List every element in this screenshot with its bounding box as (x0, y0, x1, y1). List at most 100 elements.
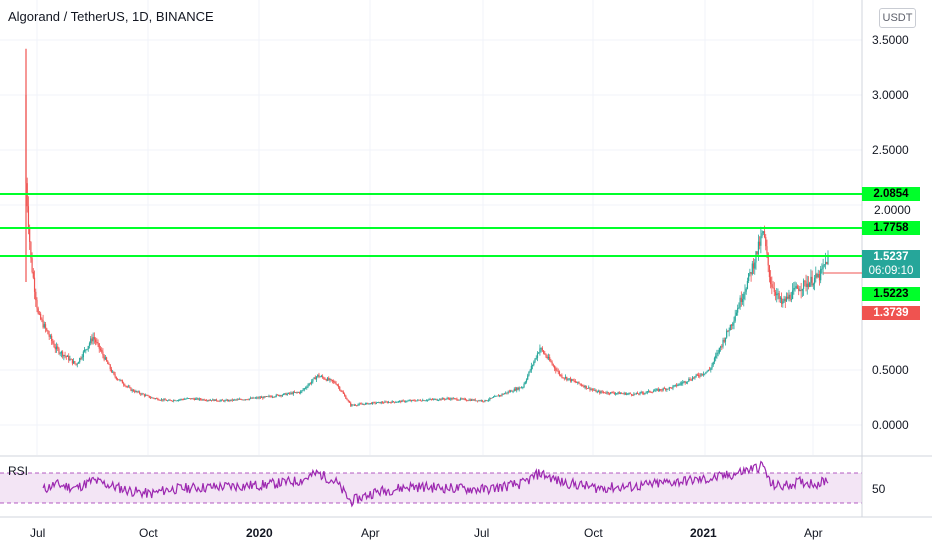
candle-body (81, 357, 83, 359)
candle-body (190, 398, 192, 400)
candle-body (779, 297, 781, 299)
candle-body (251, 397, 253, 399)
candle-body (601, 391, 603, 393)
candle-body (416, 400, 418, 402)
candle-body (270, 396, 272, 398)
candle-body (796, 286, 799, 289)
candle-body (31, 258, 33, 273)
candle-body (673, 385, 675, 387)
currency-badge[interactable]: USDT (879, 8, 916, 28)
candle-body (370, 403, 373, 404)
candle-body (485, 400, 487, 401)
candle-body (812, 283, 814, 286)
candle-body (337, 385, 340, 387)
candle-body (186, 398, 188, 400)
candle-body (53, 343, 55, 348)
candle-body (125, 386, 127, 387)
candle-body (639, 392, 641, 395)
candle-body (483, 401, 485, 403)
candle-body (306, 387, 308, 388)
candle-body (275, 394, 277, 397)
candle-body (477, 400, 479, 402)
candle-body (385, 401, 387, 403)
candle-body (549, 357, 551, 361)
candle-body (431, 399, 434, 401)
rsi-indicator-label[interactable]: RSI (8, 464, 29, 478)
candle-body (785, 296, 788, 302)
candle-body (569, 378, 572, 382)
candle-body (502, 393, 504, 395)
time-axis-label: Apr (804, 526, 823, 540)
candle-body (761, 233, 763, 237)
candle-body (234, 399, 236, 401)
candle-body (765, 237, 767, 247)
candle-body (97, 342, 99, 344)
candle-body (463, 398, 465, 400)
candle-body (596, 391, 598, 393)
candle-body (556, 370, 558, 372)
candle-body (757, 241, 760, 255)
candle-body (616, 393, 618, 394)
candle-body (350, 402, 352, 406)
candle-body (698, 374, 700, 376)
candle-body (217, 400, 219, 402)
candle-body (408, 400, 410, 402)
candle-body (727, 330, 729, 332)
candle-body (118, 379, 120, 381)
candle-body (279, 395, 281, 397)
candle-body (392, 401, 395, 403)
candle-body (496, 395, 498, 397)
candle-body (247, 399, 249, 401)
candle-body (607, 392, 609, 394)
candle-body (574, 380, 576, 383)
candle-body (694, 376, 696, 378)
candle-body (433, 399, 435, 400)
candle-body (655, 389, 657, 391)
candle-body (635, 392, 637, 395)
candle-body (588, 387, 590, 389)
candle-body (716, 352, 718, 356)
candle-body (754, 262, 756, 269)
candle-body (379, 401, 381, 404)
candle-body (821, 268, 823, 270)
candle-body (309, 383, 312, 385)
candle-body (158, 399, 160, 401)
candle-body (469, 399, 471, 401)
candle-body (318, 374, 320, 377)
candle-body (109, 364, 111, 370)
candle-body (52, 340, 54, 344)
candle-body (805, 281, 807, 287)
candle-body (771, 284, 773, 288)
candle-body (654, 390, 656, 392)
candle-body (578, 381, 580, 384)
candle-body (30, 241, 32, 259)
candle-body (65, 355, 67, 357)
price-axis-label: 3.5000 (872, 33, 909, 47)
candle-body (794, 287, 796, 289)
candle-body (597, 391, 600, 393)
candle-body (188, 398, 191, 399)
candle-body (235, 399, 237, 401)
candle-body (220, 399, 222, 401)
candle-body (513, 388, 515, 392)
candle-body (481, 400, 484, 402)
candle-body (328, 378, 330, 381)
candle-body (80, 358, 82, 359)
candle-body (373, 402, 375, 404)
candle-body (219, 400, 221, 402)
candle-body (348, 401, 351, 403)
candle-body (290, 392, 292, 394)
candle-body (542, 350, 545, 354)
candle-body (807, 283, 810, 287)
candle-body (226, 399, 229, 402)
candle-body (126, 386, 128, 387)
candle-body (679, 383, 681, 385)
candle-body (766, 246, 768, 254)
candle-body (361, 403, 363, 405)
candle-body (347, 400, 349, 402)
candle-body (486, 400, 489, 402)
candle-body (726, 330, 728, 338)
candle-body (123, 383, 125, 385)
